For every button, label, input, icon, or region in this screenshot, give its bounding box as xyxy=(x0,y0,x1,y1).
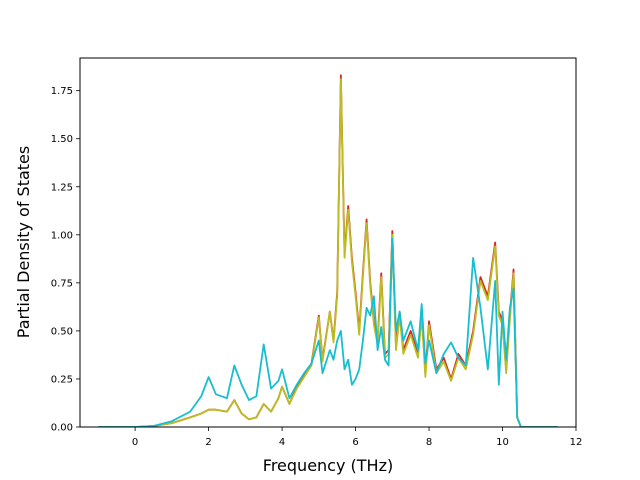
x-tick-label: 2 xyxy=(205,437,211,448)
x-tick-label: 4 xyxy=(279,437,285,448)
x-axis-title: Frequency (THz) xyxy=(263,456,393,475)
y-tick-label: 0.75 xyxy=(51,278,73,289)
x-axis: 0 2 4 6 8 10 12 xyxy=(132,427,582,448)
plot-area xyxy=(80,58,576,427)
series-line-2 xyxy=(98,78,558,427)
plot-frame xyxy=(79,57,577,428)
x-tick-label: 6 xyxy=(352,437,358,448)
x-tick-label: 8 xyxy=(426,437,432,448)
y-axis-title: Partial Density of States xyxy=(14,146,33,338)
y-tick-label: 1.00 xyxy=(51,230,73,241)
y-tick-label: 1.75 xyxy=(51,86,73,97)
y-tick-label: 0.50 xyxy=(51,326,73,337)
x-tick-label: 12 xyxy=(570,437,583,448)
y-tick-label: 0.00 xyxy=(51,423,73,434)
x-tick-label: 10 xyxy=(496,437,509,448)
y-axis: 0.00 0.25 0.50 0.75 1.00 1.25 1.50 1.75 xyxy=(51,86,80,434)
y-tick-label: 1.25 xyxy=(51,182,73,193)
y-tick-label: 0.25 xyxy=(51,374,73,385)
series-layer xyxy=(98,74,558,427)
y-tick-label: 1.50 xyxy=(51,134,73,145)
series-line-3 xyxy=(98,237,558,427)
x-tick-label: 0 xyxy=(132,437,138,448)
